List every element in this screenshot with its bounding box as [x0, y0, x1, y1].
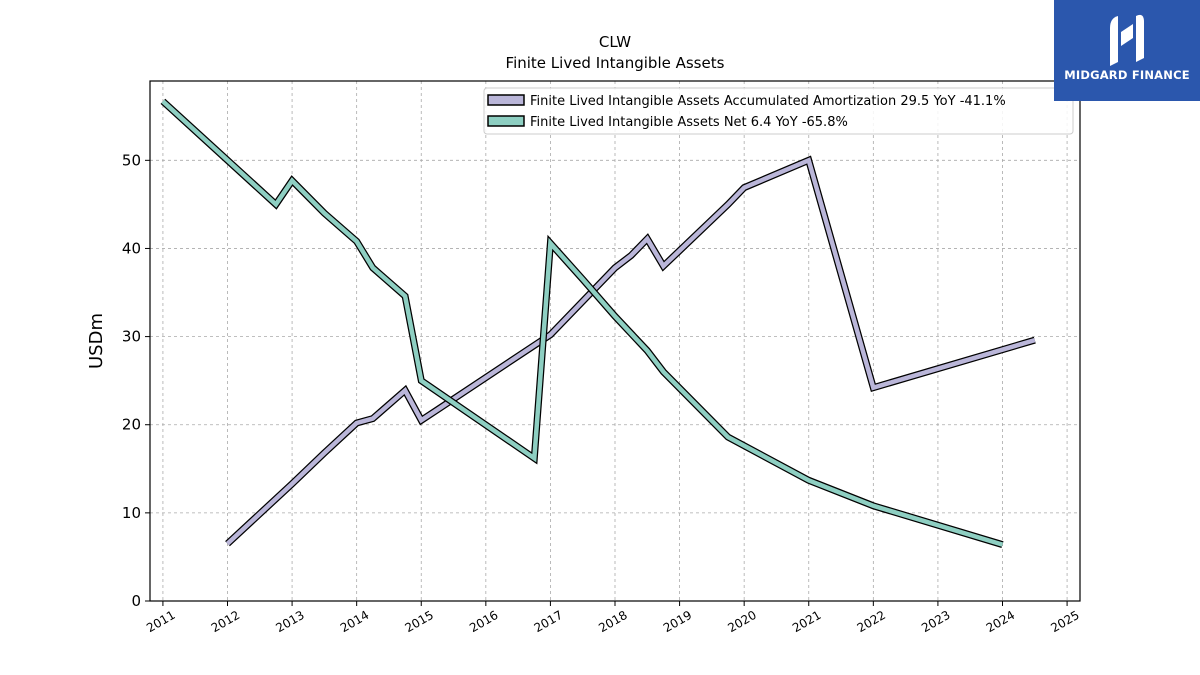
logo-mark-icon [1110, 14, 1144, 66]
x-tick-label: 2025 [1048, 608, 1081, 635]
legend: Finite Lived Intangible Assets Accumulat… [483, 87, 1074, 135]
legend-swatch-0 [487, 94, 525, 106]
x-tick-label: 2018 [596, 608, 629, 635]
x-tick-label: 2016 [467, 608, 500, 635]
y-tick-label: 10 [122, 504, 141, 522]
x-tick-label: 2014 [338, 608, 371, 635]
x-tick-label: 2013 [273, 608, 306, 635]
x-tick-label: 2020 [725, 608, 758, 635]
x-tick-label: 2023 [919, 608, 952, 635]
chart-subtitle: Finite Lived Intangible Assets [506, 54, 725, 72]
series-outline-1 [160, 98, 1004, 548]
y-axis-label: USDm [86, 313, 107, 369]
y-tick-label: 0 [131, 592, 141, 610]
y-tick-label: 20 [122, 416, 141, 434]
plot-area [160, 98, 1036, 548]
legend-swatch-1 [487, 115, 525, 127]
series-outline-0 [225, 155, 1036, 547]
logo-text: MIDGARD FINANCE [1064, 68, 1190, 82]
legend-box [483, 87, 1074, 135]
y-tick-label: 40 [122, 239, 141, 257]
legend-label-0: Finite Lived Intangible Assets Accumulat… [530, 94, 1006, 109]
legend-label-1: Finite Lived Intangible Assets Net 6.4 Y… [530, 115, 848, 130]
midgard-finance-logo: MIDGARD FINANCE [1054, 0, 1200, 101]
chart-title: CLW [599, 33, 631, 51]
x-tick-label: 2011 [144, 608, 177, 635]
x-tick-label: 2015 [403, 608, 436, 635]
y-tick-label: 30 [122, 328, 141, 346]
x-tick-label: 2019 [661, 608, 694, 635]
series-line-0 [225, 157, 1036, 546]
x-tick-label: 2021 [790, 608, 823, 635]
series-line-1 [161, 99, 1004, 547]
x-tick-label: 2022 [855, 608, 888, 635]
x-tick-label: 2012 [209, 608, 242, 635]
x-tick-label: 2024 [984, 608, 1017, 635]
y-tick-label: 50 [122, 151, 141, 169]
x-tick-label: 2017 [532, 608, 565, 635]
